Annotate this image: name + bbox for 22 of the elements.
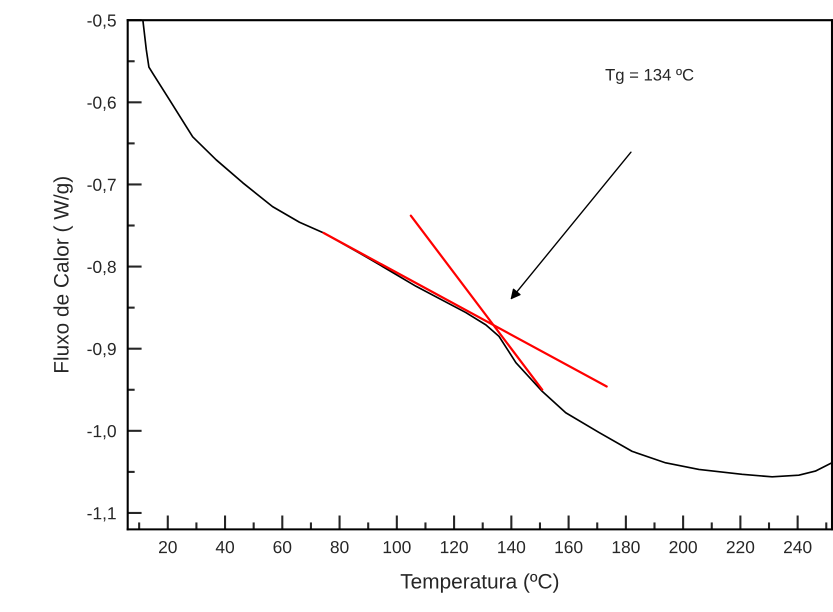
y-tick-label: -0,6: [87, 96, 116, 111]
x-tick-label: 40: [216, 540, 234, 554]
y-tick-label: -0,9: [87, 342, 116, 358]
y-axis-title: Fluxo de Calor ( W/g): [53, 177, 73, 372]
x-tick-label: 180: [612, 540, 640, 554]
y-tick-label: -1,1: [87, 507, 116, 522]
x-tick-label: 160: [555, 540, 582, 554]
x-tick-label: 20: [159, 540, 177, 554]
y-tick-label: -0,8: [87, 260, 116, 276]
x-tick-label: 140: [498, 540, 526, 554]
y-tick-label: -0,5: [87, 14, 116, 29]
x-tick-label: 80: [330, 540, 349, 554]
x-tick-label: 60: [274, 540, 292, 554]
x-tick-label: 200: [670, 540, 697, 554]
x-tick-label: 220: [726, 540, 754, 554]
x-tick-label: 240: [784, 540, 812, 554]
annotation: Tg = 134 ºC: [605, 68, 694, 84]
x-tick-label: 100: [384, 540, 411, 554]
x-tick-label: 120: [440, 540, 468, 554]
y-tick-label: -1,0: [87, 424, 116, 440]
x-axis-title: Temperatura (ºC): [400, 573, 558, 593]
y-tick-label: -0,7: [87, 178, 116, 193]
